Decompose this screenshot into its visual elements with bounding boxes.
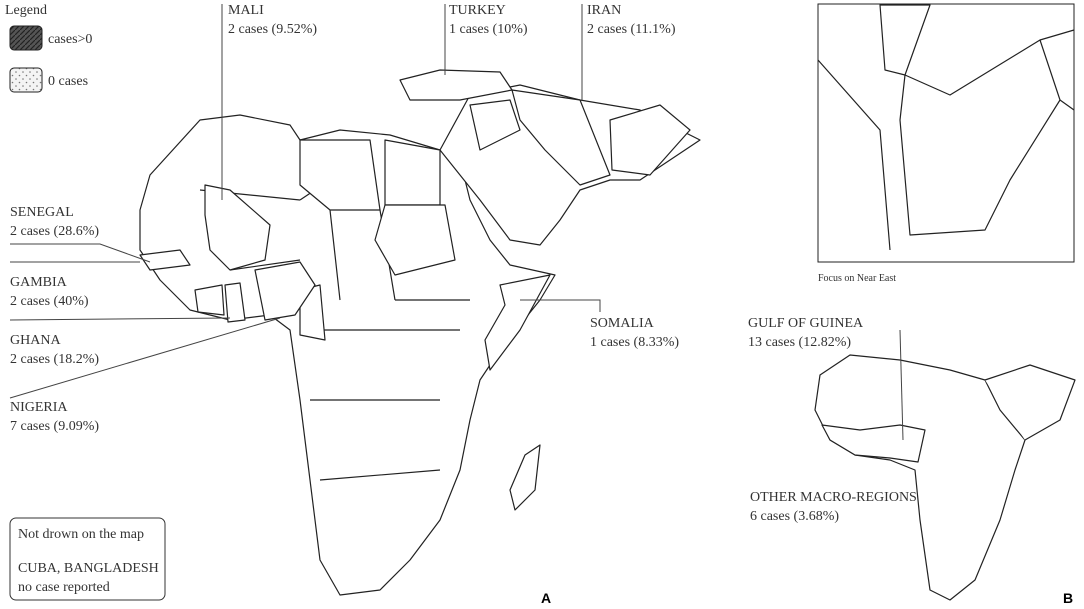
country-cases: 2 cases (18.2%): [10, 352, 99, 367]
country-name: NIGERIA: [10, 400, 68, 415]
syria: [879, 4, 931, 76]
country-cases: 2 cases (11.1%): [587, 22, 676, 37]
legend-label: cases>0: [48, 32, 92, 47]
nigeria: [254, 261, 316, 321]
country-cases: 1 cases (10%): [449, 22, 528, 37]
arabia-b: [984, 364, 1076, 441]
legend: Legend cases>0 0 cases: [5, 3, 92, 93]
legend-swatch: [9, 67, 43, 93]
country-cases: 2 cases (9.52%): [228, 22, 317, 37]
afghanistan: [609, 104, 691, 176]
country-name: SENEGAL: [10, 205, 74, 220]
labels: MALI 2 cases (9.52%) TURKEY 1 cases (10%…: [9, 3, 679, 434]
note-detail: no case reported: [18, 580, 110, 595]
gulf-of-guinea: [821, 424, 926, 463]
leader-line: [899, 329, 904, 441]
sudan: [374, 204, 456, 276]
country-cases: 2 cases (40%): [10, 294, 89, 309]
senegal: [139, 249, 191, 271]
map-b: GULF OF GUINEA 13 cases (12.82%) OTHER M…: [748, 316, 1076, 601]
ghana: [224, 282, 246, 323]
note-countries: CUBA, BANGLADESH: [18, 561, 159, 576]
country-cases: 1 cases (8.33%): [590, 335, 679, 350]
country-name: IRAN: [587, 3, 621, 18]
leader-line: [520, 299, 601, 312]
country-name: SOMALIA: [590, 316, 655, 331]
jordan: [899, 39, 1061, 236]
country-name: TURKEY: [449, 3, 506, 18]
leader-line: [10, 243, 151, 263]
legend-swatch: [9, 25, 43, 51]
borders: [817, 29, 1075, 251]
legend-label: 0 cases: [48, 74, 88, 89]
leader-line: [9, 317, 231, 321]
country-cases: 2 cases (28.6%): [10, 224, 99, 239]
iran: [511, 89, 611, 186]
libya: [299, 139, 381, 211]
country-name: MALI: [228, 3, 264, 18]
madagascar: [509, 444, 541, 511]
inset-caption: Focus on Near East: [818, 273, 896, 284]
leader-line: [9, 317, 281, 399]
panel-label: B: [1063, 590, 1073, 606]
note-box: Not drown on the map CUBA, BANGLADESH no…: [9, 517, 166, 601]
region-name: OTHER MACRO-REGIONS: [750, 490, 917, 505]
country-cases: 7 cases (9.09%): [10, 419, 99, 434]
region-cases: 6 cases (3.68%): [750, 509, 839, 524]
legend-title: Legend: [5, 3, 47, 18]
ivory-coast: [194, 284, 225, 316]
syria-iraq: [469, 99, 521, 151]
egypt: [384, 139, 441, 206]
note-title: Not drown on the map: [18, 527, 144, 542]
country-name: GHANA: [10, 333, 61, 348]
somalia: [484, 274, 551, 371]
map-a: [139, 69, 701, 596]
panel-label: A: [541, 590, 551, 606]
region-name: GULF OF GUINEA: [748, 316, 864, 331]
mali: [204, 184, 271, 271]
country-name: GAMBIA: [10, 275, 68, 290]
region-cases: 13 cases (12.82%): [748, 335, 851, 350]
inset: Focus on Near East: [817, 3, 1075, 284]
note-frame: [9, 517, 166, 601]
